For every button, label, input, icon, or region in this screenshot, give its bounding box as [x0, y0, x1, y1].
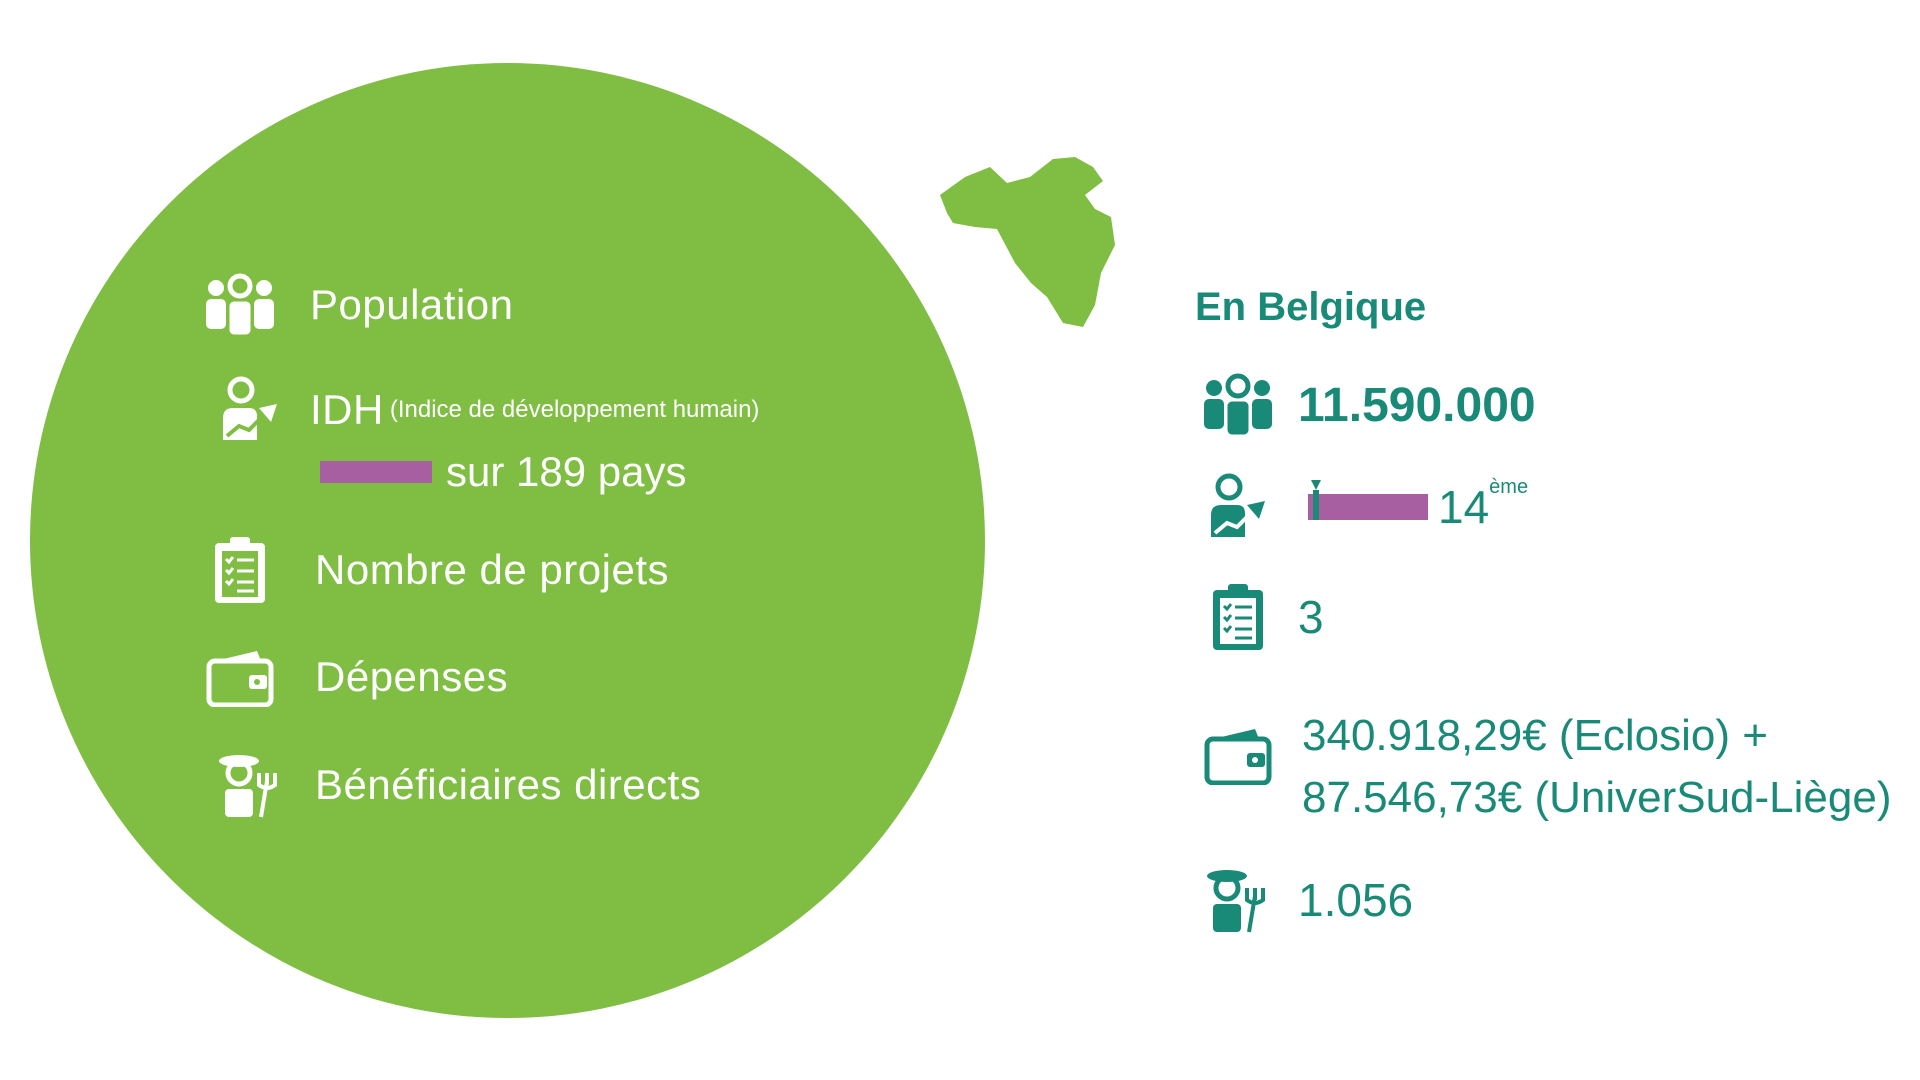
- idh-rank-bar: [1308, 494, 1428, 520]
- expenses-label: Dépenses: [315, 653, 509, 700]
- expenses-value: 340.918,29€ (Eclosio) + 87.546,73€ (Univ…: [1302, 705, 1892, 829]
- beneficiaries-label: Bénéficiaires directs: [315, 761, 702, 808]
- projects-label: Nombre de projets: [315, 546, 669, 593]
- people-icon: [200, 270, 280, 340]
- wallet-icon: [200, 642, 280, 712]
- population-label: Population: [310, 281, 514, 328]
- projects-value: 3: [1298, 591, 1324, 643]
- belgium-map: [940, 157, 1115, 327]
- person-chart-icon: [1198, 472, 1278, 542]
- stat-expenses-icon-row: [1198, 720, 1278, 790]
- country-title: En Belgique: [1195, 285, 1427, 329]
- wallet-icon: [1198, 720, 1278, 790]
- idh-legend-bar: [320, 461, 432, 483]
- idh-rank-suffix: ème: [1489, 476, 1529, 498]
- legend-expenses: Dépenses: [200, 642, 508, 712]
- expenses-line1: 340.918,29€ (Eclosio) +: [1302, 711, 1768, 760]
- legend-projects: Nombre de projets: [200, 535, 669, 605]
- idh-rank-track: [1308, 480, 1428, 520]
- stat-projects: 3: [1198, 582, 1324, 652]
- clipboard-checklist-icon: [200, 535, 280, 605]
- person-chart-icon: [210, 375, 290, 445]
- idh-rank-indicator: 14ème: [1308, 476, 1528, 534]
- farmer-icon: [1198, 865, 1278, 935]
- idh-legend-line2: sur 189 pays: [320, 448, 686, 496]
- people-icon: [1198, 370, 1278, 440]
- idh-rank-marker: [1311, 480, 1322, 520]
- farmer-icon: [210, 750, 290, 820]
- legend-circle: [30, 63, 985, 1018]
- idh-sub-label: (Indice de développement humain): [389, 396, 760, 423]
- legend-idh: IDH (Indice de développement humain): [210, 375, 759, 445]
- population-value: 11.590.000: [1298, 378, 1536, 432]
- idh-line2-text: sur 189 pays: [446, 448, 687, 495]
- stat-idh: 14ème: [1198, 472, 1528, 542]
- legend-population: Population: [200, 270, 514, 340]
- idh-label: IDH: [310, 386, 384, 433]
- stat-population: 11.590.000: [1198, 370, 1536, 440]
- stat-beneficiaries: 1.056: [1198, 865, 1413, 935]
- expenses-line2: 87.546,73€ (UniverSud-Liège): [1302, 773, 1892, 822]
- beneficiaries-value: 1.056: [1298, 874, 1414, 926]
- legend-beneficiaries: Bénéficiaires directs: [210, 750, 701, 820]
- idh-rank-value: 14: [1438, 481, 1490, 533]
- idh-rank-text: 14ème: [1438, 476, 1528, 534]
- clipboard-checklist-icon: [1198, 582, 1278, 652]
